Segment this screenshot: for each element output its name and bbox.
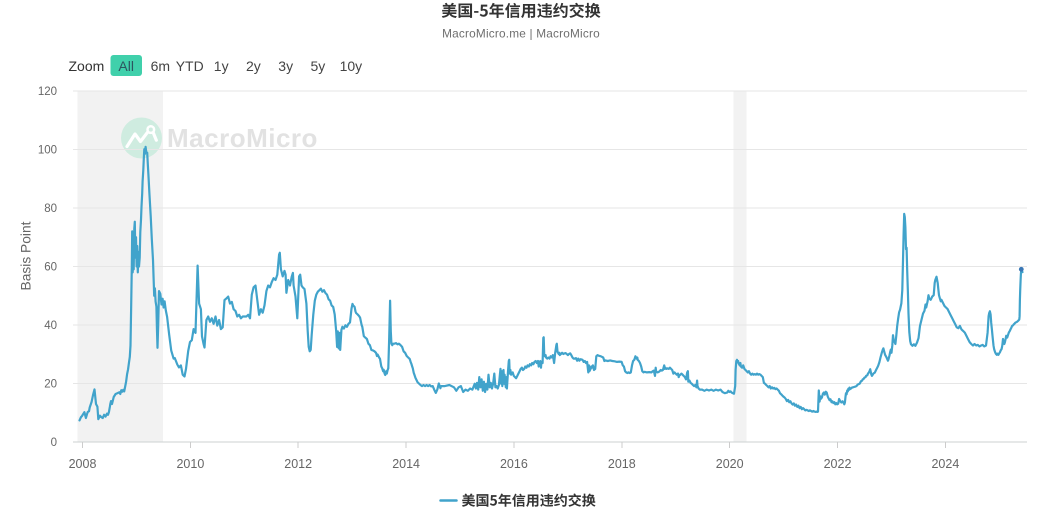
svg-text:2012: 2012 bbox=[284, 457, 312, 471]
svg-text:2024: 2024 bbox=[931, 457, 959, 471]
svg-text:2018: 2018 bbox=[608, 457, 636, 471]
svg-text:2014: 2014 bbox=[392, 457, 420, 471]
svg-text:MacroMicro.me | MacroMicro: MacroMicro.me | MacroMicro bbox=[442, 27, 600, 41]
svg-text:10y: 10y bbox=[340, 58, 363, 74]
svg-text:100: 100 bbox=[38, 145, 57, 157]
svg-text:6m: 6m bbox=[151, 58, 170, 74]
svg-text:120: 120 bbox=[38, 86, 57, 98]
svg-text:Zoom: Zoom bbox=[69, 58, 105, 74]
svg-text:20: 20 bbox=[44, 379, 57, 391]
svg-text:80: 80 bbox=[44, 203, 57, 215]
svg-text:2016: 2016 bbox=[500, 457, 528, 471]
svg-text:YTD: YTD bbox=[176, 58, 204, 74]
svg-text:2010: 2010 bbox=[176, 457, 204, 471]
svg-text:All: All bbox=[118, 58, 134, 74]
svg-text:0: 0 bbox=[51, 437, 57, 449]
svg-text:40: 40 bbox=[44, 320, 57, 332]
svg-text:2022: 2022 bbox=[824, 457, 852, 471]
svg-text:2y: 2y bbox=[246, 58, 261, 74]
svg-text:60: 60 bbox=[44, 262, 57, 274]
svg-text:2020: 2020 bbox=[716, 457, 744, 471]
svg-text:MacroMicro: MacroMicro bbox=[167, 123, 318, 153]
svg-text:5y: 5y bbox=[311, 58, 326, 74]
svg-text:Basis Point: Basis Point bbox=[19, 221, 34, 290]
svg-text:3y: 3y bbox=[278, 58, 293, 74]
svg-text:1y: 1y bbox=[214, 58, 229, 74]
svg-text:2008: 2008 bbox=[69, 457, 97, 471]
